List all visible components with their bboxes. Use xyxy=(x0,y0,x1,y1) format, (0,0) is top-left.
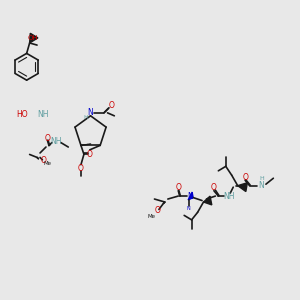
Text: H: H xyxy=(260,176,264,181)
Polygon shape xyxy=(203,196,212,205)
Text: O: O xyxy=(242,173,248,182)
Text: OH: OH xyxy=(28,35,38,41)
Text: N: N xyxy=(187,206,190,211)
Text: H: H xyxy=(84,115,88,120)
Text: HO: HO xyxy=(16,110,28,119)
Text: N: N xyxy=(88,108,93,117)
Text: O: O xyxy=(108,101,114,110)
Text: Me: Me xyxy=(44,161,52,166)
Polygon shape xyxy=(30,33,38,43)
Text: NH: NH xyxy=(223,192,235,201)
Text: Me: Me xyxy=(148,214,155,219)
Text: NH: NH xyxy=(51,136,62,146)
Text: NH: NH xyxy=(37,110,49,119)
Text: O: O xyxy=(44,134,50,142)
Polygon shape xyxy=(238,183,247,192)
Text: N: N xyxy=(259,181,264,190)
Text: O: O xyxy=(78,164,84,173)
Polygon shape xyxy=(188,192,193,200)
Text: O: O xyxy=(175,183,181,192)
Text: O: O xyxy=(211,183,217,192)
Text: N: N xyxy=(187,192,193,201)
Text: O: O xyxy=(87,150,93,159)
Text: O: O xyxy=(41,156,46,165)
Text: O: O xyxy=(154,206,160,215)
